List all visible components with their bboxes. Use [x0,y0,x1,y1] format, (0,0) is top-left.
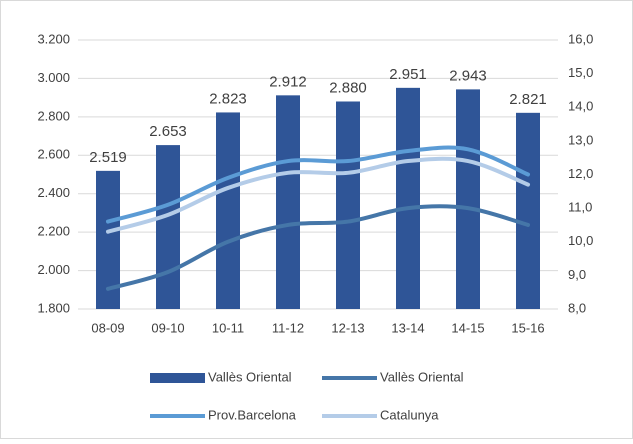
bar [276,95,300,309]
value-label: 2.951 [389,66,427,83]
x-tick-label: 11-12 [272,320,304,335]
value-label: 2.823 [209,90,247,107]
x-tick-label: 12-13 [331,320,364,335]
y-tick-label: 2.000 [37,262,70,277]
x-tick-label: 09-10 [151,320,184,335]
x-tick-label: 15-16 [511,320,544,335]
y-tick-label: 2.600 [37,147,70,162]
legend-label: Vallès Oriental [380,369,464,384]
bar [336,101,360,309]
y2-tick-label: 8,0 [568,300,586,315]
y2-tick-label: 9,0 [568,267,586,282]
value-label: 2.519 [89,149,127,166]
legend-label: Prov.Barcelona [208,407,297,422]
legend-label: Vallès Oriental [208,369,292,384]
x-tick-label: 13-14 [391,320,424,335]
y2-tick-label: 16,0 [568,31,593,46]
y2-tick-label: 10,0 [568,233,593,248]
y2-tick-label: 14,0 [568,99,593,114]
value-label: 2.880 [329,79,367,96]
line [106,204,530,291]
value-label: 2.821 [509,91,547,108]
legend-swatch [150,373,205,383]
x-tick-label: 10-11 [212,320,244,335]
bar [456,89,480,310]
y2-tick-label: 13,0 [568,132,593,147]
bar [216,112,240,309]
y2-tick-label: 12,0 [568,166,593,181]
y-tick-label: 3.200 [37,31,70,46]
x-tick-label: 14-15 [451,320,484,335]
line [106,145,530,224]
line [106,156,530,234]
value-label: 2.943 [449,67,487,84]
y2-tick-label: 15,0 [568,65,593,80]
y2-tick-label: 11,0 [568,200,592,215]
y-tick-label: 2.200 [37,224,70,239]
y-tick-label: 2.800 [37,108,70,123]
value-label: 2.912 [269,73,307,90]
bar [396,87,420,310]
x-tick-label: 08-09 [91,320,124,335]
y-tick-label: 1.800 [37,300,70,315]
value-label: 2.653 [149,123,187,140]
y-tick-label: 3.000 [37,70,70,85]
bar [156,145,180,309]
y-tick-label: 2.400 [37,185,70,200]
legend-label: Catalunya [380,407,439,422]
bar [516,112,540,309]
